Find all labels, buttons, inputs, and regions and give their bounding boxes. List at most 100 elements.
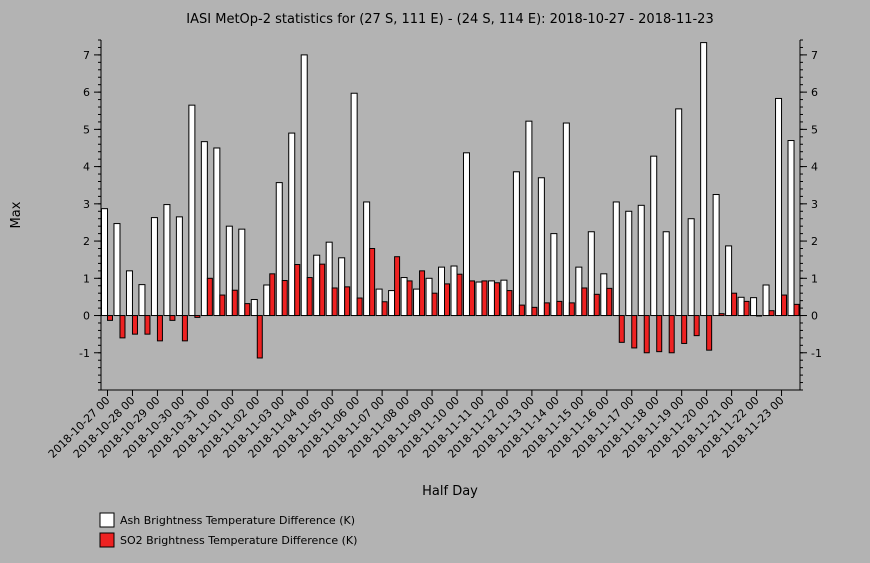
so2-bar xyxy=(768,310,775,317)
so2-bar xyxy=(518,304,525,317)
ash-bar xyxy=(188,104,196,317)
ash-bar xyxy=(338,257,346,317)
so2-bar xyxy=(231,289,238,317)
so2-bar xyxy=(181,315,188,342)
ash-bar xyxy=(238,228,246,317)
y-tick-label: 7 xyxy=(83,49,90,62)
ash-bar xyxy=(587,231,595,317)
y-tick-label-right: 2 xyxy=(811,235,818,248)
ash-bar xyxy=(562,122,570,317)
ash-bar xyxy=(450,265,458,317)
y-tick-label: 3 xyxy=(83,198,90,211)
so2-bar xyxy=(256,315,263,359)
ash-bar xyxy=(612,201,620,317)
ash-bar xyxy=(425,277,433,317)
ash-bar xyxy=(600,273,608,317)
ash-bar xyxy=(725,245,733,317)
ash-bar xyxy=(712,194,720,317)
so2-bar xyxy=(269,273,276,317)
y-tick-label: 2 xyxy=(83,235,90,248)
ash-bar xyxy=(288,132,296,317)
so2-bar xyxy=(406,280,413,317)
so2-bar xyxy=(381,301,388,317)
ash-bar xyxy=(313,254,321,317)
so2-bar xyxy=(394,256,401,317)
ash-bar xyxy=(750,297,758,317)
so2-bar xyxy=(743,300,750,317)
ash-bar xyxy=(525,120,533,317)
so2-bar xyxy=(556,300,563,317)
so2-bar xyxy=(543,302,550,317)
ash-bar xyxy=(163,204,171,317)
so2-bar xyxy=(493,282,500,317)
so2-bar xyxy=(706,315,713,351)
y-tick-label-right: 1 xyxy=(811,272,818,285)
ash-bar xyxy=(462,152,470,317)
ash-bar xyxy=(138,284,146,317)
so2-bar xyxy=(344,286,351,317)
so2-bar xyxy=(219,294,226,317)
legend-swatch-ash xyxy=(99,512,115,528)
so2-bar xyxy=(643,315,650,354)
ash-bar xyxy=(475,281,483,317)
so2-bar xyxy=(306,277,313,317)
so2-bar xyxy=(194,315,201,318)
so2-bar xyxy=(144,315,151,335)
ash-bar xyxy=(375,288,383,317)
ash-bar xyxy=(125,270,133,317)
legend: Ash Brightness Temperature Difference (K… xyxy=(99,512,357,548)
legend-label-so2: SO2 Brightness Temperature Difference (K… xyxy=(120,534,357,547)
legend-swatch-so2 xyxy=(99,532,115,548)
ash-bar xyxy=(625,210,633,317)
ash-bar xyxy=(700,42,708,317)
ash-bar xyxy=(675,108,683,317)
ash-bar xyxy=(325,241,333,317)
ash-bar xyxy=(150,217,158,317)
ash-bar xyxy=(175,216,183,317)
ash-bar xyxy=(662,231,670,317)
so2-bar xyxy=(319,263,326,317)
ash-bar xyxy=(737,296,745,317)
so2-bar xyxy=(731,292,738,317)
so2-bar xyxy=(668,315,675,354)
so2-bar xyxy=(444,283,451,317)
so2-bar xyxy=(581,287,588,317)
ash-bar xyxy=(575,266,583,317)
ash-bar xyxy=(113,223,121,317)
so2-bar xyxy=(531,306,538,317)
ash-bar xyxy=(500,279,508,317)
so2-bar xyxy=(156,315,163,342)
so2-bar xyxy=(356,297,363,317)
so2-bar xyxy=(206,277,213,317)
so2-bar xyxy=(481,280,488,317)
y-tick-label-right: 7 xyxy=(811,49,818,62)
so2-bar xyxy=(781,294,788,317)
y-tick-label-right: 3 xyxy=(811,198,818,211)
so2-bar xyxy=(294,264,301,317)
ash-bar xyxy=(400,277,408,317)
so2-bar xyxy=(431,292,438,317)
so2-bar xyxy=(456,273,463,317)
so2-bar xyxy=(281,280,288,317)
so2-bar xyxy=(681,315,688,344)
so2-bar xyxy=(131,315,138,335)
so2-bar xyxy=(244,303,251,317)
ash-bar xyxy=(687,218,695,317)
so2-bar xyxy=(756,315,763,317)
so2-bar xyxy=(606,287,613,317)
ash-bar xyxy=(762,284,770,317)
ash-bar xyxy=(263,284,271,317)
y-tick-label: 1 xyxy=(83,272,90,285)
ash-bar xyxy=(413,288,421,317)
y-tick-label: 0 xyxy=(83,310,90,323)
y-tick-label: -1 xyxy=(79,347,90,360)
so2-bar xyxy=(568,302,575,317)
ash-bar xyxy=(775,97,783,317)
chart-title: IASI MetOp-2 statistics for (27 S, 111 E… xyxy=(186,12,713,27)
y-tick-label: 5 xyxy=(83,123,90,136)
so2-bar xyxy=(693,315,700,337)
ash-bar xyxy=(438,266,446,317)
x-axis-label: Half Day xyxy=(422,484,478,499)
